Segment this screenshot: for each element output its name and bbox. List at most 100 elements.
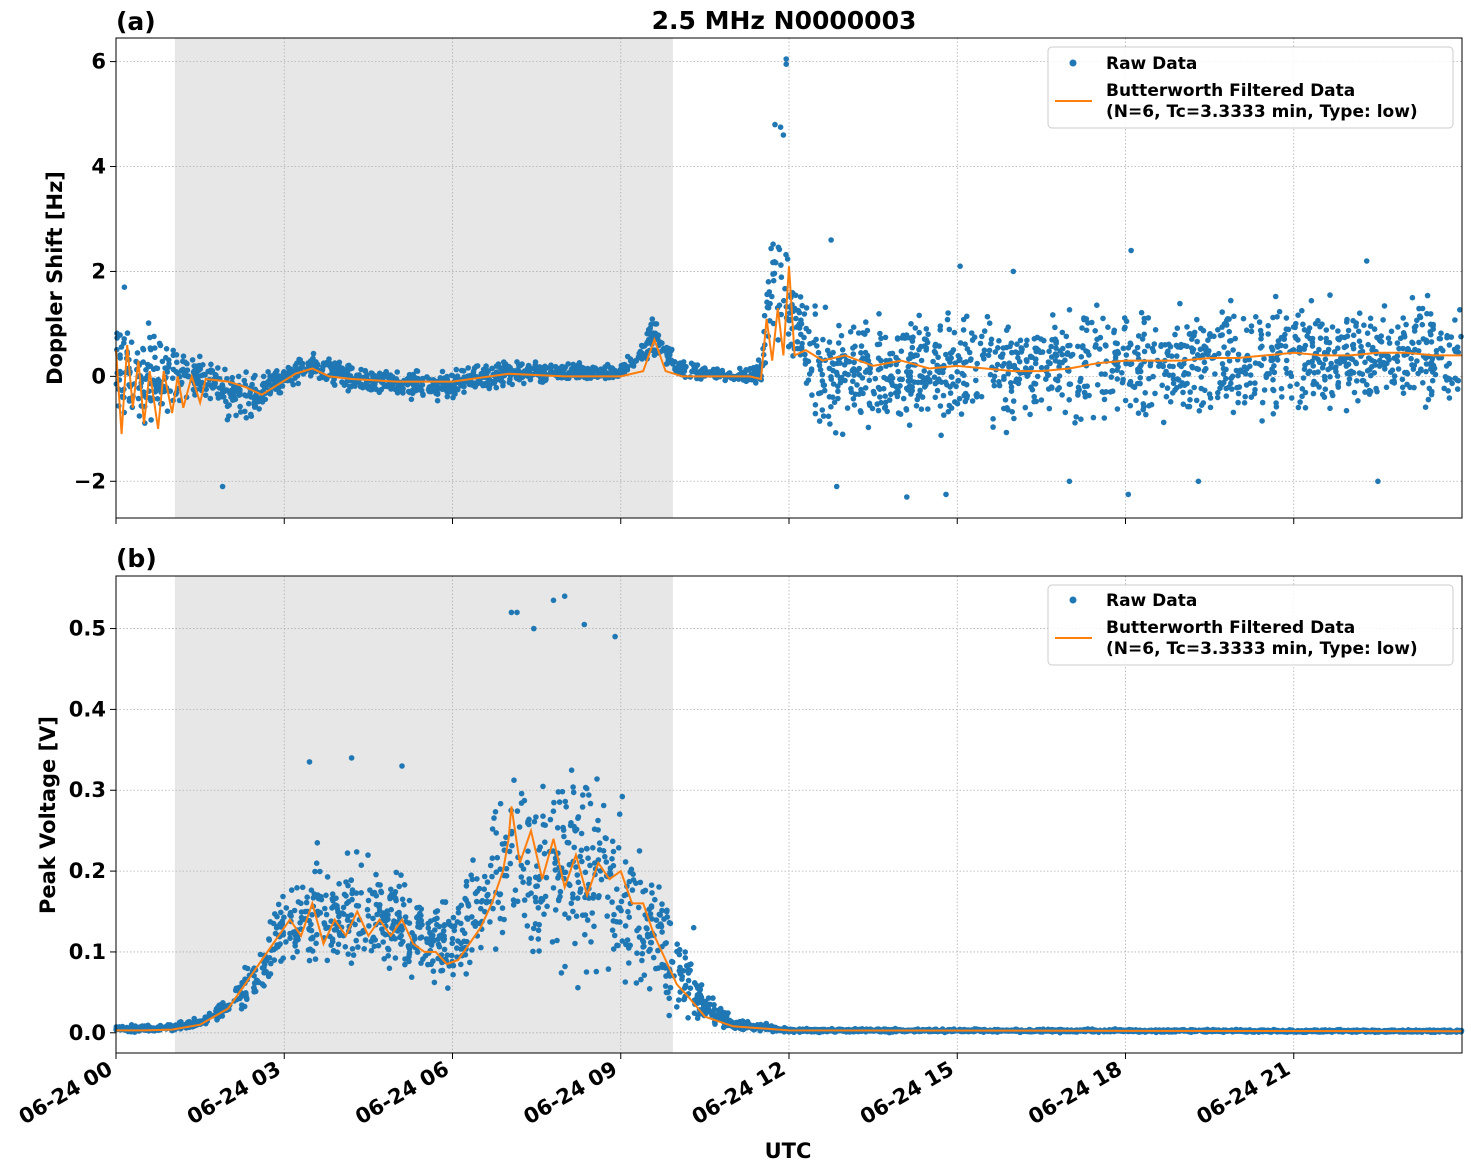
raw-data-point (1201, 359, 1208, 366)
raw-data-point (1232, 335, 1238, 342)
raw-data-point (644, 926, 650, 932)
raw-data-point (1086, 352, 1092, 358)
raw-data-point (770, 259, 776, 266)
raw-data-point (1059, 329, 1066, 336)
raw-data-point (246, 400, 252, 407)
raw-data-point (897, 411, 904, 418)
raw-data-point (954, 400, 961, 407)
raw-data-point (962, 341, 968, 348)
raw-data-point (954, 369, 960, 375)
raw-data-point (1235, 399, 1241, 406)
raw-data-point (809, 392, 815, 398)
raw-data-point (776, 246, 783, 253)
raw-data-point (1160, 419, 1167, 426)
raw-data-point (616, 368, 623, 375)
legend-filtered-params: (N=6, Tc=3.3333 min, Type: low) (1106, 102, 1418, 122)
raw-data-point (656, 884, 662, 890)
raw-data-point (501, 916, 507, 923)
raw-data-point (272, 911, 278, 917)
raw-data-point (1096, 346, 1103, 352)
raw-data-point (1160, 363, 1166, 369)
raw-data-point (470, 368, 477, 375)
raw-data-point (1066, 307, 1073, 313)
raw-data-point (200, 362, 206, 368)
raw-data-point (1274, 314, 1280, 320)
raw-data-point (1053, 351, 1059, 358)
raw-data-point (1052, 324, 1058, 331)
raw-data-point (1327, 292, 1333, 298)
raw-data-point (781, 297, 787, 304)
raw-data-point (1360, 378, 1367, 384)
raw-data-outlier (1066, 478, 1073, 485)
raw-data-point (118, 344, 125, 350)
raw-data-point (473, 898, 480, 905)
raw-data-point (615, 845, 622, 851)
raw-data-point (128, 339, 135, 346)
raw-data-point (295, 380, 302, 387)
raw-data-point (605, 966, 612, 972)
raw-data-point (1309, 358, 1315, 365)
raw-data-point (450, 962, 457, 969)
raw-data-outlier (943, 491, 949, 498)
raw-data-point (493, 375, 500, 382)
raw-data-point (747, 365, 753, 372)
raw-data-point (1353, 360, 1360, 367)
raw-data-point (555, 789, 562, 795)
raw-data-point (473, 363, 480, 370)
raw-data-point (1315, 356, 1321, 363)
raw-data-point (430, 932, 436, 939)
raw-data-point (826, 365, 833, 372)
raw-data-point (425, 961, 431, 968)
raw-data-point (328, 364, 334, 371)
raw-data-point (625, 908, 631, 915)
raw-data-point (918, 357, 925, 364)
raw-data-point (417, 924, 423, 931)
raw-data-point (489, 873, 495, 880)
raw-data-point (1163, 368, 1169, 375)
raw-data-point (341, 382, 348, 389)
raw-data-outlier (1195, 478, 1202, 485)
raw-data-point (144, 361, 151, 368)
raw-data-point (487, 862, 494, 869)
raw-data-point (566, 861, 573, 868)
raw-data-point (204, 381, 211, 388)
raw-data-point (208, 361, 214, 368)
raw-data-point (655, 947, 661, 954)
raw-data-point (1022, 365, 1029, 371)
raw-data-point (627, 942, 633, 949)
raw-data-point (432, 927, 438, 933)
raw-data-point (525, 820, 531, 826)
raw-data-point (1328, 360, 1334, 367)
raw-data-point (1351, 389, 1358, 396)
raw-data-point (623, 941, 629, 948)
raw-data-point (434, 397, 441, 404)
raw-data-point (378, 386, 385, 393)
raw-data-point (1416, 313, 1423, 319)
raw-data-point (874, 341, 881, 348)
raw-data-point (647, 939, 654, 946)
raw-data-point (1301, 327, 1308, 333)
raw-data-point (1146, 375, 1152, 382)
raw-data-point (1430, 326, 1436, 332)
raw-data-point (1052, 358, 1059, 364)
raw-data-point (202, 392, 209, 399)
raw-data-point (899, 376, 905, 383)
raw-data-point (700, 1002, 707, 1009)
raw-data-point (283, 905, 290, 911)
raw-data-point (882, 393, 888, 400)
raw-data-point (169, 375, 176, 382)
raw-data-point (842, 370, 848, 377)
raw-data-point (1194, 365, 1200, 372)
raw-data-point (288, 887, 295, 893)
raw-data-point (562, 911, 568, 917)
raw-data-point (260, 373, 267, 380)
raw-data-point (1409, 339, 1415, 346)
raw-data-point (665, 353, 672, 359)
raw-data-point (542, 839, 548, 845)
raw-data-point (1158, 343, 1164, 350)
raw-data-point (541, 911, 547, 917)
raw-data-point (850, 324, 857, 331)
raw-data-point (1415, 348, 1422, 354)
raw-data-point (981, 328, 988, 334)
raw-data-point (616, 811, 623, 817)
